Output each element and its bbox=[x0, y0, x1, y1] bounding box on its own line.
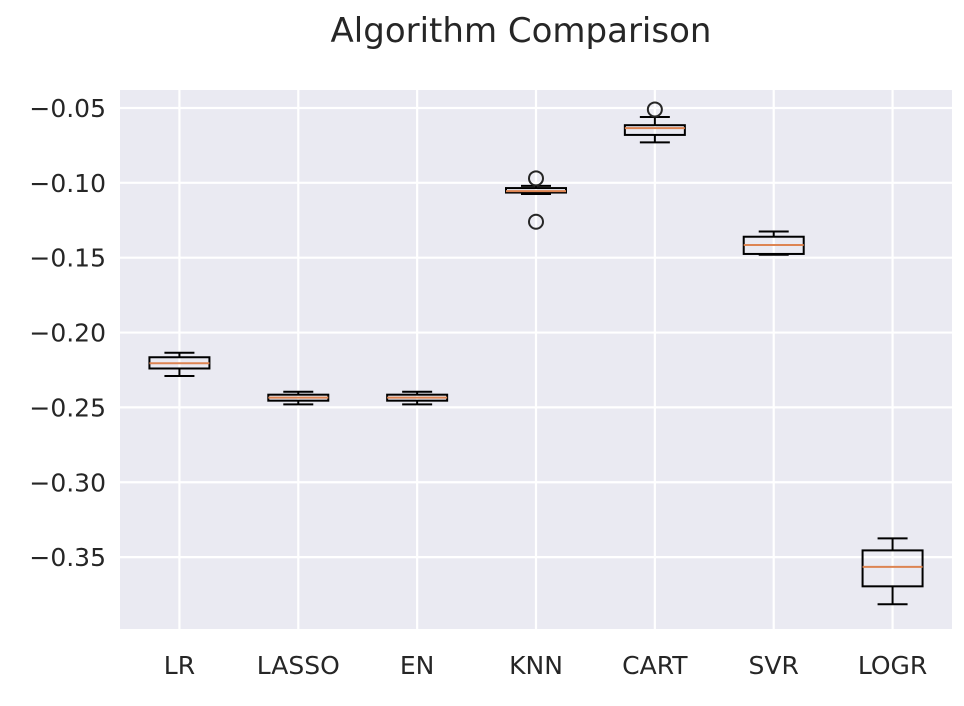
y-tick-label: −0.15 bbox=[29, 244, 106, 273]
box-plot-cart bbox=[623, 101, 686, 144]
y-tick-label: −0.25 bbox=[29, 393, 106, 422]
x-tick-label: KNN bbox=[509, 651, 563, 680]
box bbox=[623, 124, 686, 136]
x-tick-label: LOGR bbox=[858, 651, 927, 680]
box-plot-lasso bbox=[267, 390, 330, 406]
box-plots bbox=[148, 101, 924, 606]
chart-title: Algorithm Comparison bbox=[331, 11, 712, 51]
outlier-point bbox=[528, 213, 544, 230]
box bbox=[861, 549, 924, 588]
box-plot-svr bbox=[742, 230, 805, 256]
grid-lines bbox=[120, 90, 952, 629]
x-tick-label: CART bbox=[622, 651, 688, 680]
box-plot-logr bbox=[861, 537, 924, 606]
box-plot-en bbox=[386, 390, 449, 406]
y-axis-tick-labels: −0.05 −0.10 −0.15 −0.20 −0.25 −0.30 −0.35 bbox=[29, 94, 106, 572]
y-tick-label: −0.05 bbox=[29, 94, 106, 123]
x-axis-tick-labels: LR LASSO EN KNN CART SVR LOGR bbox=[164, 651, 928, 680]
y-tick-label: −0.10 bbox=[29, 169, 106, 198]
outlier-point bbox=[528, 170, 544, 187]
y-tick-label: −0.35 bbox=[29, 543, 106, 572]
box-plot-knn bbox=[505, 170, 567, 230]
y-tick-label: −0.30 bbox=[29, 468, 106, 497]
x-tick-label: SVR bbox=[749, 651, 799, 680]
outlier-point bbox=[646, 101, 663, 118]
x-tick-label: LASSO bbox=[257, 651, 340, 680]
x-tick-label: EN bbox=[400, 651, 435, 680]
y-tick-label: −0.20 bbox=[29, 319, 106, 348]
x-tick-label: LR bbox=[164, 651, 195, 680]
box-plot-lr bbox=[148, 351, 211, 377]
